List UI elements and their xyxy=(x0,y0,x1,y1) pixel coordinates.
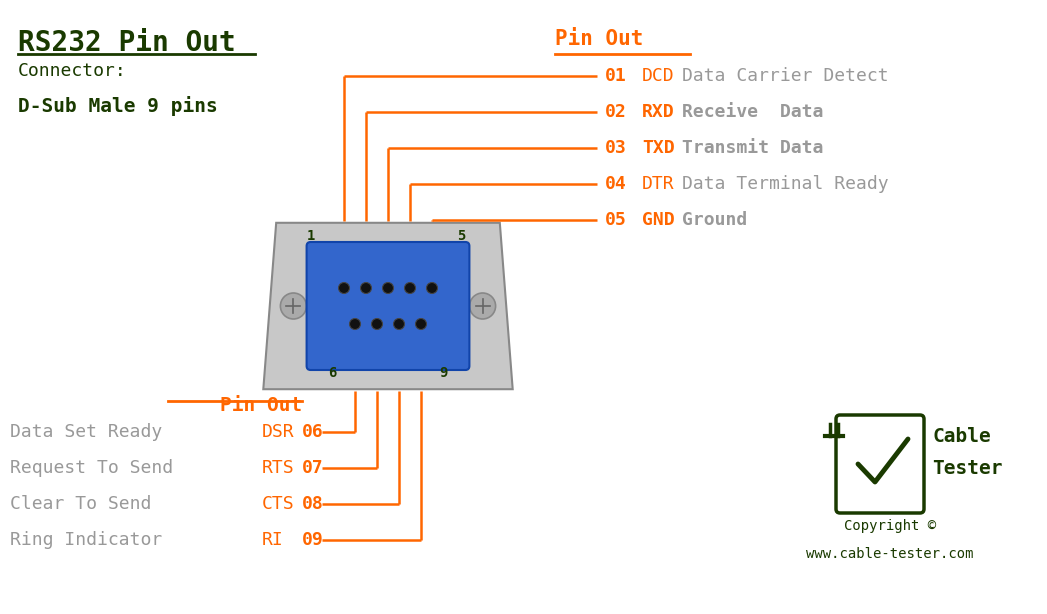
Circle shape xyxy=(416,319,426,330)
Text: Request To Send: Request To Send xyxy=(10,459,173,477)
Text: Ring Indicator: Ring Indicator xyxy=(10,531,162,549)
Circle shape xyxy=(372,319,382,330)
Text: TXD: TXD xyxy=(642,139,674,157)
Text: DCD: DCD xyxy=(642,67,674,85)
Text: 09: 09 xyxy=(302,531,324,549)
Circle shape xyxy=(382,282,394,293)
Circle shape xyxy=(281,293,307,319)
Text: Data Terminal Ready: Data Terminal Ready xyxy=(682,175,889,193)
Text: 06: 06 xyxy=(302,423,324,441)
Text: www.cable-tester.com: www.cable-tester.com xyxy=(806,547,974,561)
Text: D-Sub Male 9 pins: D-Sub Male 9 pins xyxy=(18,96,218,116)
Circle shape xyxy=(426,282,438,293)
Circle shape xyxy=(470,293,495,319)
Text: 07: 07 xyxy=(302,459,324,477)
Text: RI: RI xyxy=(262,531,284,549)
Text: 01: 01 xyxy=(605,67,627,85)
Text: Pin Out: Pin Out xyxy=(220,396,302,415)
Circle shape xyxy=(394,319,404,330)
Text: DTR: DTR xyxy=(642,175,674,193)
Text: Data Set Ready: Data Set Ready xyxy=(10,423,162,441)
Text: 04: 04 xyxy=(605,175,627,193)
Text: 03: 03 xyxy=(605,139,627,157)
Text: Cable: Cable xyxy=(932,427,990,446)
Circle shape xyxy=(360,282,372,293)
Text: DSR: DSR xyxy=(262,423,294,441)
Text: Ground: Ground xyxy=(682,211,748,229)
Text: GND: GND xyxy=(642,211,674,229)
Text: Clear To Send: Clear To Send xyxy=(10,495,152,513)
Text: Copyright ©: Copyright © xyxy=(844,519,936,533)
Circle shape xyxy=(338,282,350,293)
Text: RXD: RXD xyxy=(642,103,674,121)
Text: 9: 9 xyxy=(440,366,448,380)
Text: RTS: RTS xyxy=(262,459,294,477)
Text: CTS: CTS xyxy=(262,495,294,513)
FancyBboxPatch shape xyxy=(307,242,469,370)
FancyBboxPatch shape xyxy=(836,415,925,513)
Text: 05: 05 xyxy=(605,211,627,229)
Text: 02: 02 xyxy=(605,103,627,121)
Text: 08: 08 xyxy=(302,495,324,513)
Text: Data Carrier Detect: Data Carrier Detect xyxy=(682,67,889,85)
Text: Connector:: Connector: xyxy=(18,62,127,80)
Circle shape xyxy=(404,282,416,293)
Text: RS232 Pin Out: RS232 Pin Out xyxy=(18,29,236,57)
Circle shape xyxy=(350,319,360,330)
Text: 1: 1 xyxy=(307,228,315,243)
Text: Receive  Data: Receive Data xyxy=(682,103,823,121)
Text: Transmit Data: Transmit Data xyxy=(682,139,823,157)
Text: Pin Out: Pin Out xyxy=(555,29,643,49)
Text: 6: 6 xyxy=(328,366,336,380)
Text: 5: 5 xyxy=(456,228,465,243)
Polygon shape xyxy=(263,223,513,389)
Text: Tester: Tester xyxy=(932,459,1002,478)
